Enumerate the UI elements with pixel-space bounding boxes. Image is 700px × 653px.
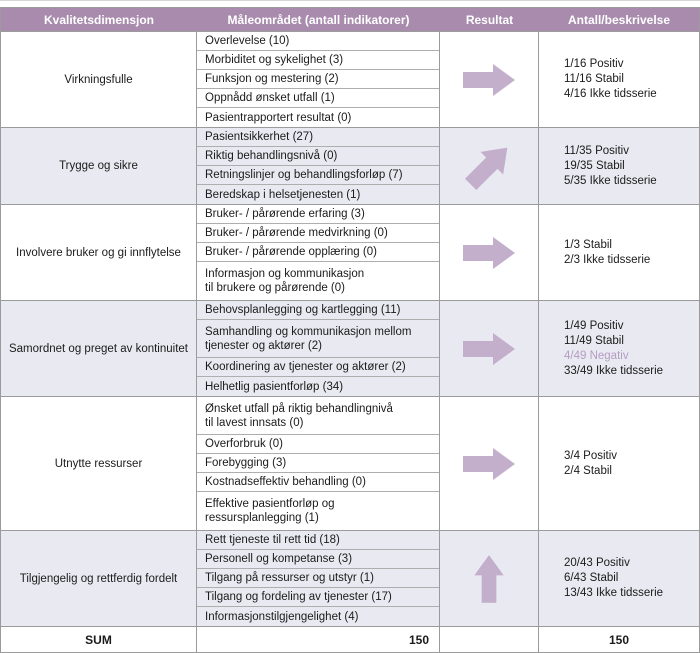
result-line: 11/16 Stabil: [564, 73, 624, 85]
dimension-label: Virkningsfulle: [1, 32, 197, 127]
indicator-row: Funksjon og mestering (2): [197, 70, 439, 89]
result-line: 1/3 Stabil: [564, 238, 612, 251]
section-tilgjengelig: Tilgjengelig og rettferdig fordelt Rett …: [1, 530, 699, 626]
arrow-right-icon: [463, 234, 515, 272]
sum-row: SUM 150 150: [1, 626, 699, 652]
indicator-row: Pasientrapportert resultat (0): [205, 111, 352, 124]
result-line: 11/35 Positiv: [564, 144, 629, 157]
indicator-row: Bruker- / pårørende medvirkning (0): [197, 224, 439, 243]
result-cell: [440, 32, 539, 127]
arrow-up-icon: [463, 554, 515, 603]
header-measurement-area: Måleområdet (antall indikatorer): [227, 12, 410, 27]
result-line: 20/43 Positiv: [564, 557, 630, 569]
indicator-row: Bruker- / pårørende opplæring (0): [197, 243, 439, 262]
sum-label: SUM: [1, 627, 197, 652]
header-quality-dimension: Kvalitetsdimensjon: [43, 12, 155, 27]
indicator-list: Pasientsikkerhet (27) Riktig behandlings…: [197, 128, 440, 204]
indicator-row: Kostnadseffektiv behandling (0): [197, 473, 439, 492]
result-line: 19/35 Stabil: [564, 159, 625, 172]
result-cell: [440, 205, 539, 300]
indicator-row: Riktig behandlingsnivå (0): [197, 147, 439, 166]
arrow-right-icon: [463, 445, 515, 483]
arrow-right-icon: [463, 330, 515, 368]
dimension-label: Involvere bruker og gi innflytelse: [1, 205, 197, 300]
count-description-cell: 1/49 Positiv 11/49 Stabil 4/49 Negativ 3…: [539, 301, 699, 396]
result-line: 5/35 Ikke tidsserie: [564, 174, 657, 187]
count-description-cell: 3/4 Positiv 2/4 Stabil: [539, 397, 699, 530]
result-cell: [440, 128, 539, 204]
header-count-description: Antall/beskrivelse: [567, 12, 671, 27]
indicator-row: Personell og kompetanse (3): [197, 550, 439, 569]
indicator-list: Rett tjeneste til rett tid (18) Personel…: [197, 531, 440, 626]
sum-result-empty-cell: [440, 627, 539, 652]
quality-indicators-table: Kvalitetsdimensjon Måleområdet (antall i…: [0, 7, 700, 653]
result-line: 1/16 Positiv: [564, 58, 624, 70]
indicator-row: Effektive pasientforløp og ressursplanle…: [205, 498, 335, 524]
arrow-up-right-icon: [463, 147, 515, 191]
sum-count-total: 150: [608, 632, 630, 647]
indicator-list: Ønsket utfall på riktig behandlingnivå t…: [197, 397, 440, 530]
indicator-row: Ønsket utfall på riktig behandlingnivå t…: [197, 397, 439, 435]
result-line: 3/4 Positiv: [564, 449, 618, 462]
result-line-negative: 4/49 Negativ: [564, 349, 629, 362]
result-line: 13/43 Ikke tidsserie: [564, 587, 664, 599]
indicator-row: Helhetlig pasientforløp (34): [205, 380, 344, 393]
result-line: 2/3 Ikke tidsserie: [564, 253, 651, 266]
indicator-list: Bruker- / pårørende erfaring (3) Bruker-…: [197, 205, 440, 300]
indicator-row: Forebygging (3): [197, 454, 439, 473]
result-line: 4/16 Ikke tidsserie: [564, 88, 657, 100]
section-utnytte-ressurser: Utnytte ressurser Ønsket utfall på rikti…: [1, 396, 699, 530]
count-description-cell: 1/3 Stabil 2/3 Ikke tidsserie: [539, 205, 699, 300]
section-trygge-og-sikre: Trygge og sikre Pasientsikkerhet (27) Ri…: [1, 127, 699, 204]
indicator-row: Informasjon og kommunikasjon til brukere…: [205, 268, 365, 294]
indicator-list: Overlevelse (10) Morbiditet og sykelighe…: [197, 32, 440, 127]
section-virkningsfulle: Virkningsfulle Overlevelse (10) Morbidit…: [1, 31, 699, 127]
result-line: 11/49 Stabil: [564, 334, 624, 347]
header-result: Resultat: [465, 12, 514, 27]
arrow-right-icon: [463, 61, 515, 99]
result-line: 6/43 Stabil: [564, 572, 619, 584]
result-line: 1/49 Positiv: [564, 319, 624, 332]
indicator-row: Samhandling og kommunikasjon mellom tjen…: [197, 320, 439, 358]
indicator-row: Bruker- / pårørende erfaring (3): [197, 205, 439, 224]
indicator-row: Informasjonstilgjengelighet (4): [205, 610, 359, 623]
table-header-row: Kvalitetsdimensjon Måleområdet (antall i…: [1, 7, 699, 31]
count-description-cell: 20/43 Positiv 6/43 Stabil 13/43 Ikke tid…: [539, 531, 699, 626]
indicator-row: Tilgang og fordeling av tjenester (17): [197, 588, 439, 607]
indicator-list: Behovsplanlegging og kartlegging (11) Sa…: [197, 301, 440, 396]
indicator-row: Rett tjeneste til rett tid (18): [197, 531, 439, 550]
indicator-row: Beredskap i helsetjenesten (1): [205, 188, 361, 201]
indicator-row: Overforbruk (0): [197, 435, 439, 454]
dimension-label: Utnytte ressurser: [1, 397, 197, 530]
dimension-label: Tilgjengelig og rettferdig fordelt: [1, 531, 197, 626]
result-line: 2/4 Stabil: [564, 464, 612, 477]
dimension-label: Samordnet og preget av kontinuitet: [1, 301, 197, 396]
result-cell: [440, 531, 539, 626]
indicator-row: Morbiditet og sykelighet (3): [197, 51, 439, 70]
indicator-row: Retningslinjer og behandlingsforløp (7): [197, 166, 439, 185]
count-description-cell: 11/35 Positiv 19/35 Stabil 5/35 Ikke tid…: [539, 128, 699, 204]
indicator-row: Behovsplanlegging og kartlegging (11): [197, 301, 439, 320]
indicator-row: Tilgang på ressurser og utstyr (1): [197, 569, 439, 588]
result-cell: [440, 397, 539, 530]
indicator-row: Oppnådd ønsket utfall (1): [197, 89, 439, 108]
dimension-label: Trygge og sikre: [1, 128, 197, 204]
count-description-cell: 1/16 Positiv 11/16 Stabil 4/16 Ikke tids…: [539, 32, 699, 127]
indicator-row: Overlevelse (10): [197, 32, 439, 51]
indicator-row: Pasientsikkerhet (27): [197, 128, 439, 147]
section-samordnet: Samordnet og preget av kontinuitet Behov…: [1, 300, 699, 396]
section-involvere-bruker: Involvere bruker og gi innflytelse Bruke…: [1, 204, 699, 300]
result-cell: [440, 301, 539, 396]
indicator-row: Koordinering av tjenester og aktører (2): [197, 358, 439, 377]
result-line: 33/49 Ikke tidsserie: [564, 364, 664, 377]
sum-indicators-total: 150: [197, 627, 440, 652]
